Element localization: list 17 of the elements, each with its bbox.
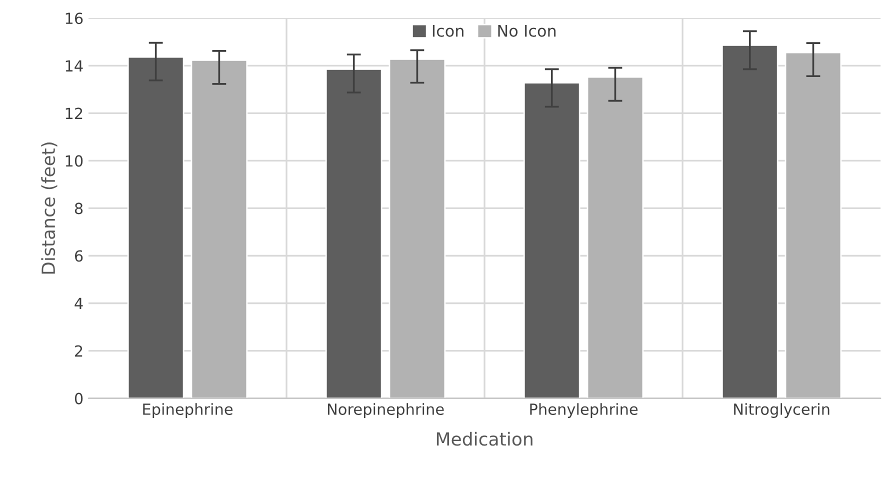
y-tick-label: 0 [74,392,83,404]
y-tick-label: 10 [66,155,83,167]
x-tick-label: Epinephrine [143,403,233,418]
y-tick-label: 6 [74,250,83,262]
x-tick-label: Norepinephrine [328,403,444,418]
x-tick-label: Nitroglycerin [734,403,830,418]
x-tick-label: Phenylephrine [530,403,638,418]
legend-label: Icon [432,25,464,37]
x-axis-title: Medication [436,432,532,446]
y-tick-label: 8 [74,202,83,214]
y-tick-label: 14 [66,60,83,72]
y-tick-label: 4 [74,298,83,310]
y-axis-title: Distance (feet) [41,142,58,274]
y-tick-label: 16 [66,12,83,24]
legend-label: No Icon [498,25,556,37]
y-tick-label: 2 [75,345,82,357]
y-tick-label: 12 [66,108,82,119]
